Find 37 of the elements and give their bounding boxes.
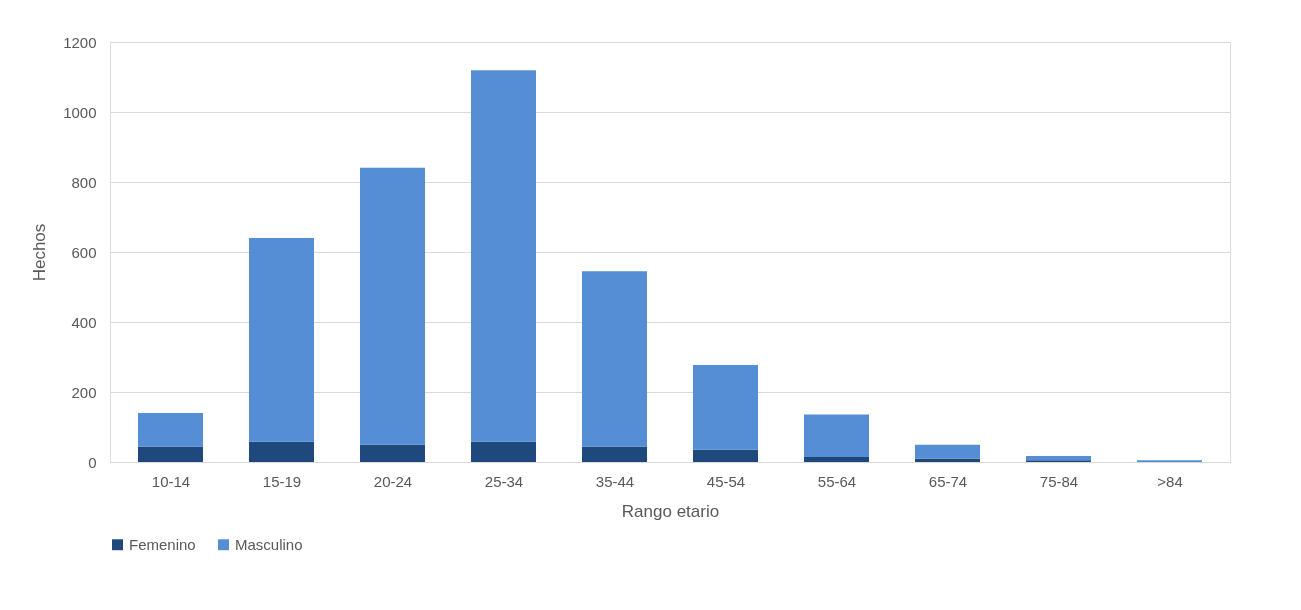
x-tick-label: 35-44: [595, 472, 635, 490]
y-axis-title: Hechos: [30, 223, 50, 282]
bar: [693, 365, 758, 450]
x-tick-label: 20-24: [373, 472, 413, 490]
y-tick-label: 0: [88, 453, 97, 471]
bar: [249, 441, 314, 462]
bar: [804, 457, 869, 462]
x-tick-label: 10-14: [151, 472, 191, 490]
bar: [471, 441, 536, 462]
x-tick-label: 45-54: [706, 472, 746, 490]
bar: [360, 444, 425, 462]
y-tick-label: 400: [71, 313, 97, 331]
bar: [360, 167, 425, 445]
bar: [804, 414, 869, 458]
bar: [138, 413, 203, 447]
bar: [1026, 456, 1091, 461]
y-tick-label: 1200: [63, 33, 97, 51]
bar: [915, 444, 980, 459]
x-tick-label: 25-34: [484, 472, 524, 490]
y-tick-label: 800: [71, 173, 97, 191]
x-tick-label: 65-74: [928, 472, 968, 490]
bar: [582, 446, 647, 462]
legend-label: Masculino: [235, 535, 303, 553]
y-tick-label: 600: [71, 243, 97, 261]
x-tick-label: 75-84: [1039, 472, 1079, 490]
y-tick-label: 200: [71, 383, 97, 401]
legend-label: Femenino: [129, 535, 196, 553]
y-tick-label: 1000: [63, 103, 97, 121]
bar: [138, 446, 203, 462]
bar: [471, 70, 536, 442]
x-axis-title: Rango etario: [621, 501, 720, 521]
x-tick-label: >84: [1157, 472, 1183, 490]
bar: [249, 238, 314, 442]
bar: [693, 449, 758, 462]
bar: [582, 271, 647, 447]
x-tick-label: 55-64: [817, 472, 857, 490]
x-tick-label: 15-19: [262, 472, 302, 490]
